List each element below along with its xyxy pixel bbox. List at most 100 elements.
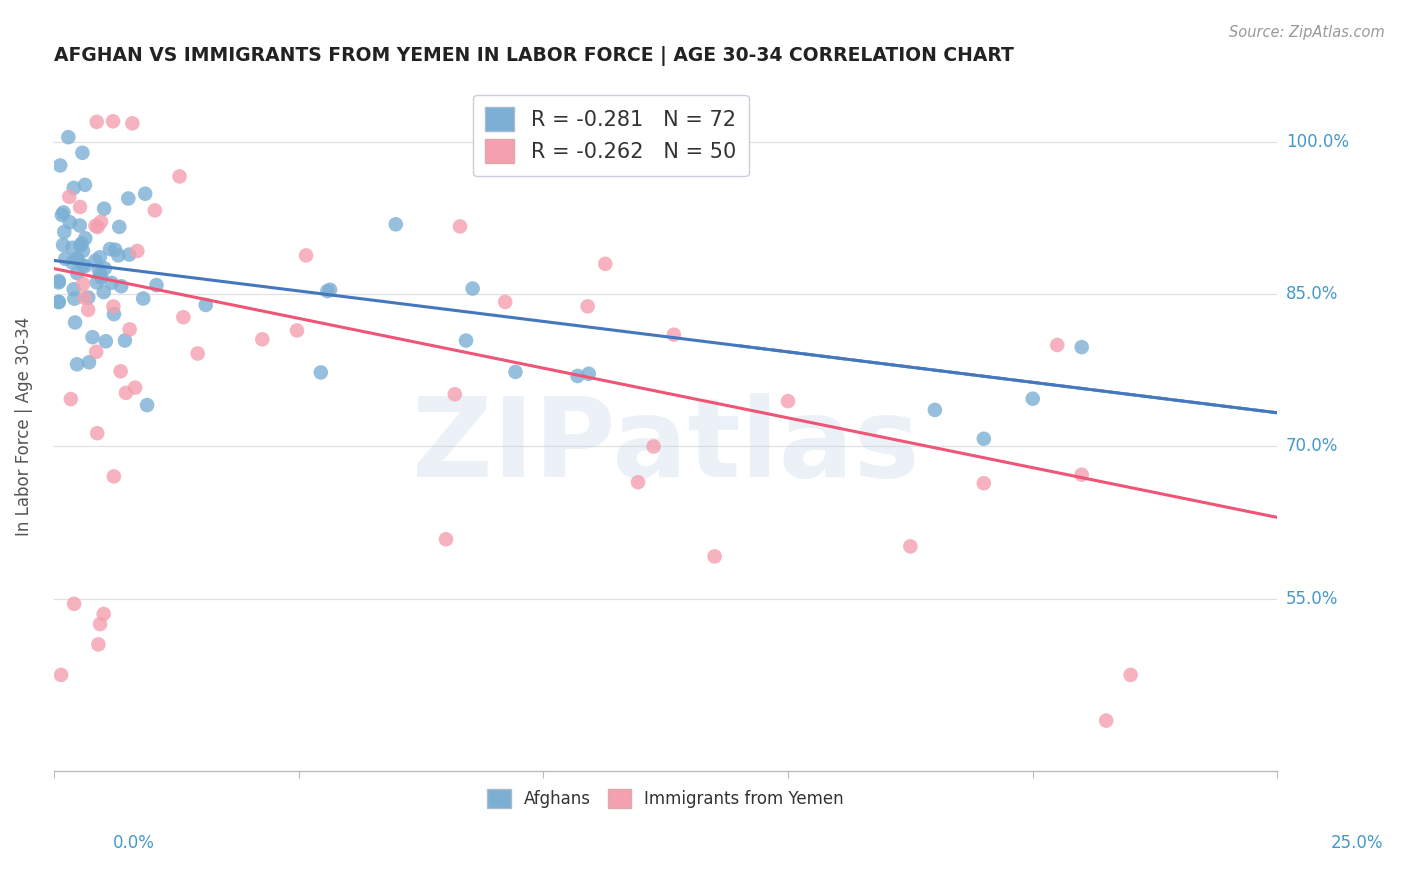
Point bbox=[662, 327, 685, 342]
Point bbox=[110, 279, 132, 293]
Point bbox=[48, 295, 70, 310]
Point bbox=[84, 253, 107, 268]
Point bbox=[48, 294, 70, 309]
Point bbox=[309, 366, 332, 380]
Point bbox=[87, 263, 110, 277]
Point bbox=[776, 394, 799, 409]
Point bbox=[449, 219, 471, 234]
Point bbox=[58, 190, 80, 204]
Point bbox=[87, 637, 110, 651]
Point bbox=[84, 344, 107, 359]
Point bbox=[89, 268, 111, 282]
Point bbox=[145, 278, 167, 293]
Point bbox=[384, 217, 406, 231]
Point bbox=[194, 298, 217, 312]
Point bbox=[461, 281, 484, 295]
Point bbox=[703, 549, 725, 564]
Point bbox=[94, 261, 117, 276]
Point bbox=[443, 387, 465, 401]
Point bbox=[93, 607, 115, 621]
Text: AFGHAN VS IMMIGRANTS FROM YEMEN IN LABOR FORCE | AGE 30-34 CORRELATION CHART: AFGHAN VS IMMIGRANTS FROM YEMEN IN LABOR… bbox=[53, 46, 1014, 66]
Point bbox=[72, 244, 94, 258]
Point bbox=[52, 205, 75, 219]
Point bbox=[103, 300, 125, 314]
Point bbox=[89, 617, 111, 632]
Point bbox=[63, 315, 86, 329]
Point bbox=[505, 365, 527, 379]
Point bbox=[94, 334, 117, 349]
Point bbox=[59, 215, 82, 229]
Point bbox=[134, 186, 156, 201]
Point bbox=[104, 243, 127, 257]
Point bbox=[66, 252, 89, 266]
Point bbox=[93, 202, 115, 216]
Point bbox=[973, 476, 995, 491]
Point bbox=[86, 426, 108, 441]
Point bbox=[66, 266, 89, 280]
Point bbox=[576, 299, 599, 313]
Y-axis label: In Labor Force | Age 30-34: In Labor Force | Age 30-34 bbox=[15, 317, 32, 536]
Point bbox=[1022, 392, 1045, 406]
Point bbox=[118, 247, 141, 261]
Text: 100.0%: 100.0% bbox=[1286, 133, 1348, 151]
Text: 55.0%: 55.0% bbox=[1286, 590, 1339, 607]
Point bbox=[73, 178, 96, 192]
Point bbox=[59, 392, 82, 406]
Point bbox=[98, 242, 121, 256]
Point bbox=[90, 270, 112, 285]
Point bbox=[60, 255, 83, 269]
Point bbox=[49, 158, 72, 172]
Point bbox=[118, 322, 141, 336]
Point bbox=[86, 115, 108, 129]
Point bbox=[51, 208, 73, 222]
Point bbox=[143, 203, 166, 218]
Point bbox=[77, 302, 100, 317]
Text: 0.0%: 0.0% bbox=[112, 834, 155, 852]
Point bbox=[121, 116, 143, 130]
Point bbox=[285, 323, 308, 337]
Point bbox=[77, 291, 100, 305]
Point bbox=[595, 257, 617, 271]
Point bbox=[69, 219, 91, 233]
Point bbox=[117, 192, 139, 206]
Point bbox=[115, 385, 138, 400]
Point bbox=[63, 292, 86, 306]
Point bbox=[108, 219, 131, 234]
Point bbox=[63, 597, 86, 611]
Text: 70.0%: 70.0% bbox=[1286, 437, 1339, 455]
Point bbox=[973, 432, 995, 446]
Point bbox=[48, 276, 70, 290]
Point bbox=[62, 241, 84, 255]
Point bbox=[72, 145, 94, 160]
Point bbox=[252, 332, 274, 346]
Text: Source: ZipAtlas.com: Source: ZipAtlas.com bbox=[1229, 25, 1385, 40]
Point bbox=[86, 219, 108, 234]
Point bbox=[434, 533, 457, 547]
Point bbox=[62, 181, 84, 195]
Point bbox=[53, 252, 76, 266]
Point bbox=[643, 439, 665, 453]
Point bbox=[75, 231, 97, 245]
Point bbox=[169, 169, 191, 184]
Point bbox=[172, 310, 194, 325]
Point bbox=[72, 259, 94, 273]
Point bbox=[127, 244, 149, 258]
Point bbox=[1070, 340, 1092, 354]
Point bbox=[86, 276, 108, 290]
Point bbox=[73, 259, 96, 273]
Point bbox=[1119, 668, 1142, 682]
Legend: Afghans, Immigrants from Yemen: Afghans, Immigrants from Yemen bbox=[481, 782, 851, 815]
Point bbox=[53, 225, 76, 239]
Point bbox=[1070, 467, 1092, 482]
Text: ZIPatlas: ZIPatlas bbox=[412, 393, 920, 500]
Point bbox=[567, 368, 589, 383]
Point bbox=[58, 130, 80, 145]
Point bbox=[103, 469, 125, 483]
Point bbox=[627, 475, 650, 490]
Point bbox=[319, 283, 342, 297]
Point bbox=[316, 284, 339, 298]
Text: 85.0%: 85.0% bbox=[1286, 285, 1339, 303]
Point bbox=[77, 355, 100, 369]
Point bbox=[52, 238, 75, 252]
Point bbox=[124, 381, 146, 395]
